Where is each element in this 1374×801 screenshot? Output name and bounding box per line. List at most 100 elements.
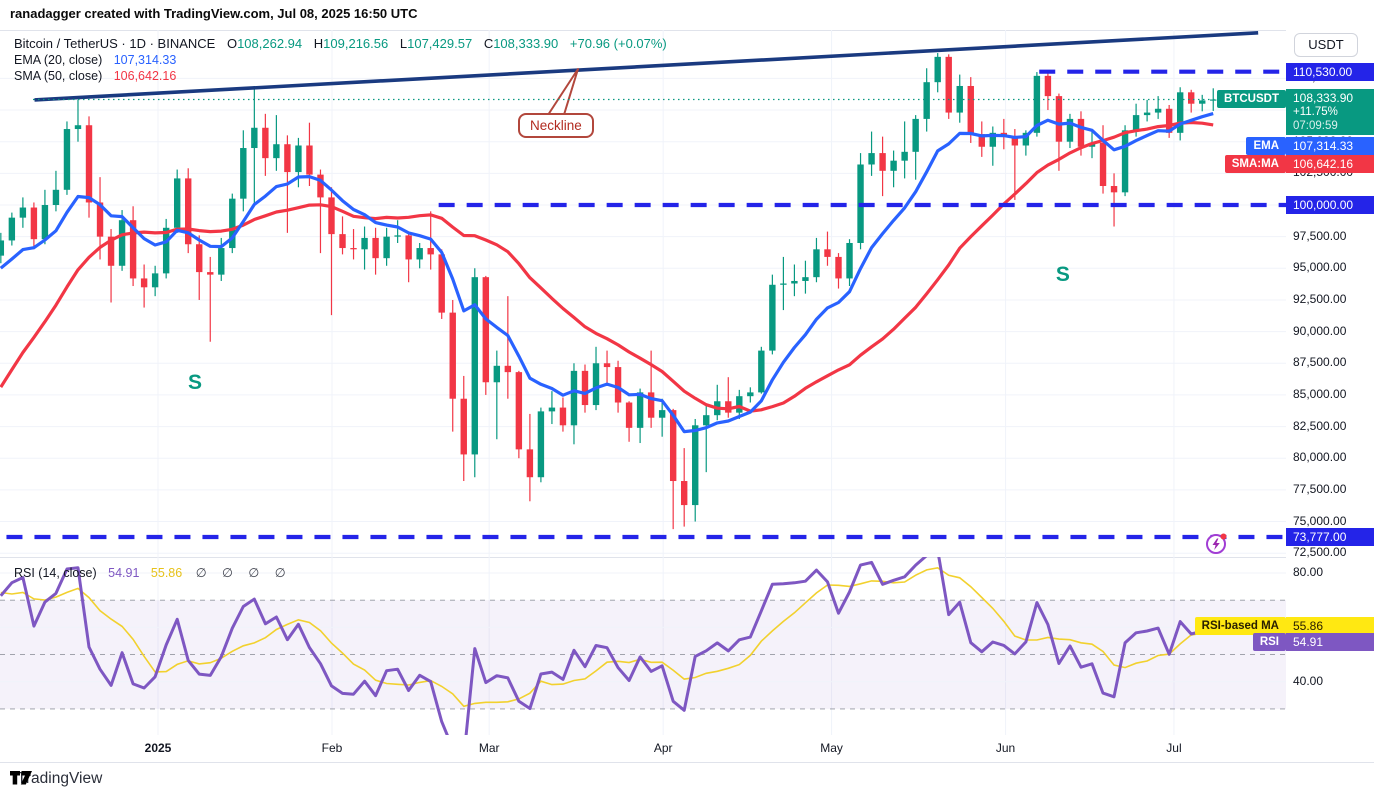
candle — [1011, 136, 1019, 146]
candle — [758, 350, 765, 393]
time-axis-label: Jun — [995, 741, 1016, 755]
footer: TradingView — [10, 770, 102, 788]
axis-tick-label: 77,500.00 — [1293, 481, 1347, 496]
candle — [8, 217, 16, 241]
candle — [63, 129, 71, 190]
candle — [416, 248, 423, 260]
rsi-ma-line — [0, 566, 1214, 708]
rsi-ma-chip: RSI-based MA — [1194, 616, 1286, 635]
ema-legend-value: 107,314.33 — [113, 53, 177, 67]
symbol-title[interactable]: Bitcoin / TetherUS · 1D · BINANCE — [14, 36, 216, 51]
open-label: O — [226, 36, 238, 51]
candle — [1165, 108, 1173, 133]
page-title: ranadagger created with TradingView.com,… — [10, 6, 418, 21]
candle — [813, 249, 820, 278]
sma-value-badge: 106,642.16 — [1286, 155, 1374, 174]
candle — [736, 396, 743, 413]
candle — [207, 272, 214, 275]
candle — [438, 254, 445, 313]
candle — [493, 365, 501, 383]
support-s-mark-2[interactable]: S — [1055, 263, 1070, 287]
candle — [603, 363, 611, 368]
candle — [1022, 132, 1030, 146]
tradingview-logo-icon — [10, 771, 32, 785]
candle — [1077, 118, 1085, 147]
candle — [251, 127, 258, 149]
candle — [890, 160, 897, 171]
candle — [240, 148, 247, 199]
candle — [967, 85, 974, 135]
axis-tick-label: 80.00 — [1293, 565, 1324, 579]
candle — [945, 56, 952, 113]
candle — [449, 312, 456, 399]
candle — [923, 82, 930, 119]
candle — [262, 127, 269, 159]
ema-legend-label: EMA (20, close) — [14, 53, 103, 67]
candle — [515, 372, 523, 450]
candle — [1121, 130, 1129, 193]
pane-divider[interactable] — [0, 557, 1374, 558]
candle — [361, 237, 368, 250]
candle — [526, 449, 534, 478]
rsi-ma-legend-value: 55.86 — [150, 566, 183, 580]
candle — [30, 207, 38, 240]
axis-tick-label: 82,500.00 — [1293, 418, 1347, 433]
time-axis[interactable]: 2025 Feb Mar Apr May Jun Jul — [0, 735, 1374, 762]
rsi-chip: RSI — [1252, 633, 1286, 652]
rsi-legend[interactable]: RSI (14, close) 54.91 55.86 ∅ ∅ ∅ ∅ — [14, 565, 292, 580]
currency-button[interactable]: USDT — [1294, 33, 1358, 57]
candle — [19, 207, 27, 218]
close-label: C — [483, 36, 494, 51]
candle — [989, 132, 997, 147]
time-axis-label: 2025 — [144, 741, 172, 755]
candle — [791, 280, 798, 284]
candle — [107, 236, 115, 266]
candle — [912, 118, 919, 152]
ema-legend[interactable]: EMA (20, close) 107,314.33 — [14, 53, 176, 67]
ema-chip: EMA — [1246, 137, 1286, 156]
candle — [879, 153, 886, 171]
candle — [570, 370, 578, 426]
sma-chip: SMA:MA — [1224, 155, 1286, 174]
header-divider — [0, 30, 1374, 31]
tradingview-brand-text: TradingView — [17, 770, 103, 787]
sma-line — [0, 120, 1214, 413]
symbol-chip: BTCUSDT — [1217, 90, 1286, 109]
axis-tick-label: 95,000.00 — [1293, 260, 1347, 275]
axis-tick-label: 87,500.00 — [1293, 355, 1347, 370]
candle — [151, 273, 159, 288]
candle — [196, 244, 203, 273]
candle — [118, 220, 126, 266]
symbol-badge-price: 108,333.90 — [1293, 91, 1354, 106]
candle — [229, 198, 236, 249]
axis-tick-label: 75,000.00 — [1293, 513, 1347, 528]
symbol-badge-change: +11.75% — [1293, 106, 1338, 119]
candle — [328, 197, 335, 235]
neckline-callout[interactable]: Neckline — [518, 113, 594, 138]
candle — [460, 398, 467, 455]
symbol-legend[interactable]: Bitcoin / TetherUS · 1D · BINANCE O108,2… — [14, 36, 667, 51]
candle — [658, 410, 666, 418]
time-axis-label: Jul — [1166, 741, 1182, 755]
sma-legend-value: 106,642.16 — [113, 69, 177, 83]
support-s-mark-1[interactable]: S — [188, 371, 203, 395]
candle — [1154, 108, 1162, 113]
price-pane[interactable] — [0, 30, 1286, 557]
axis-tick-label: 40.00 — [1293, 673, 1324, 688]
candle — [636, 392, 644, 428]
level-badge-100000: 100,000.00 — [1286, 196, 1374, 214]
rsi-pane[interactable] — [0, 557, 1286, 735]
high-value: 109,216.56 — [323, 36, 389, 51]
candle — [273, 144, 280, 159]
candle — [306, 145, 313, 175]
sma-legend[interactable]: SMA (50, close) 106,642.16 — [14, 69, 176, 83]
sma-legend-label: SMA (50, close) — [14, 69, 103, 83]
candle — [405, 235, 412, 260]
neckline-trendline — [34, 31, 1259, 102]
alert-icon[interactable] — [1205, 533, 1227, 555]
candle — [1176, 92, 1184, 133]
time-axis-label: Mar — [478, 741, 500, 755]
time-axis-label: Apr — [653, 741, 673, 755]
candle — [471, 277, 478, 455]
